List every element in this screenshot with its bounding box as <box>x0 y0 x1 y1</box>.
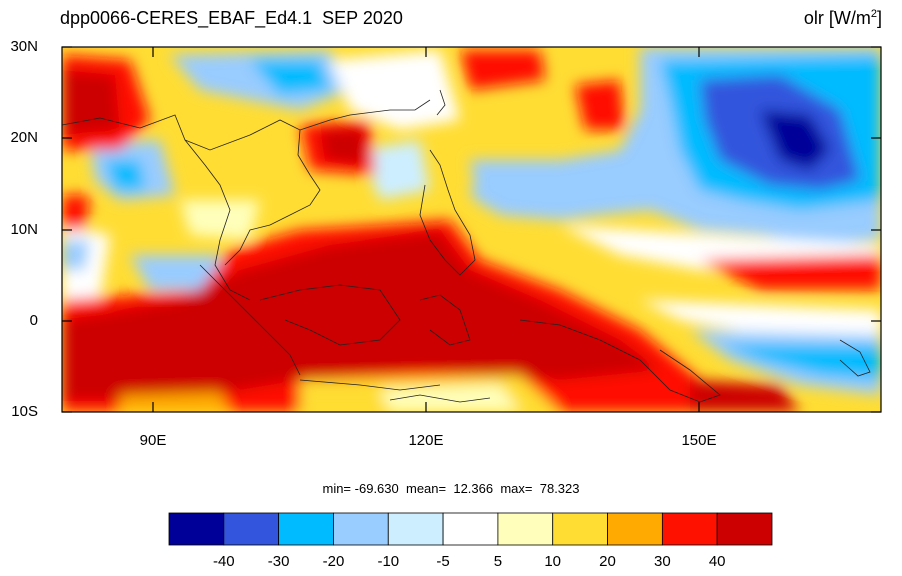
colorbar-swatch <box>223 512 280 546</box>
colorbar-swatch <box>497 512 554 546</box>
lon-label-150e: 150E <box>681 432 717 449</box>
map-title: dpp0066-CERES_EBAF_Ed4.1 SEP 2020 <box>60 8 403 28</box>
field-shading <box>62 47 881 412</box>
colorbar-tick-label: -10 <box>377 553 400 570</box>
colorbar-tick-label: 5 <box>493 553 503 570</box>
units-superscript: 2 <box>870 8 877 20</box>
units-close: ] <box>876 8 882 28</box>
colorbar-swatch <box>661 512 718 546</box>
lat-label-10n: 10N <box>10 221 38 238</box>
colorbar-tick-label: 30 <box>654 553 671 570</box>
stat-min-value: -69.630 <box>354 481 399 496</box>
lon-label-90e: 90E <box>139 432 167 449</box>
lat-label-30n: 30N <box>10 38 38 55</box>
stat-mean-label: mean= <box>405 481 447 496</box>
colorbar-tick-label: -40 <box>212 553 235 570</box>
colorbar-swatch <box>716 512 773 546</box>
colorbar-swatch <box>607 512 663 546</box>
colorbar-tick-label: -5 <box>436 553 450 570</box>
lat-label-10s: 10S <box>11 403 38 420</box>
colorbar-tick-label: 10 <box>544 553 562 570</box>
units-text: olr [W/m <box>803 8 871 28</box>
stat-max-value: 78.323 <box>539 481 580 496</box>
coastlines <box>62 89 871 403</box>
colorbar-tick-label: -20 <box>322 553 345 570</box>
variable-units-label: olr [W/m2] <box>804 8 882 29</box>
colorbar-swatch <box>278 512 334 546</box>
field-statistics: min= -69.630 mean= 12.366 max= 78.323 <box>0 481 902 496</box>
colorbar-tick-label: -30 <box>267 553 290 570</box>
colorbar-swatch <box>168 512 225 546</box>
stat-max-label: max= <box>500 481 533 496</box>
colorbar-swatch <box>442 512 499 546</box>
colorbar-swatch <box>387 512 444 546</box>
colorbar-swatch <box>333 512 389 546</box>
stat-min-label: min= <box>322 481 352 496</box>
lat-label-20n: 20N <box>10 129 38 146</box>
lat-label-0: 0 <box>29 312 38 329</box>
colorbar-swatch <box>552 512 608 546</box>
colorbar <box>168 512 773 546</box>
lon-label-120e: 120E <box>408 432 444 449</box>
colorbar-tick-label: 40 <box>708 553 726 570</box>
stat-mean-value: 12.366 <box>453 481 494 496</box>
map-frame <box>61 46 882 413</box>
colorbar-tick-label: 20 <box>599 553 616 570</box>
